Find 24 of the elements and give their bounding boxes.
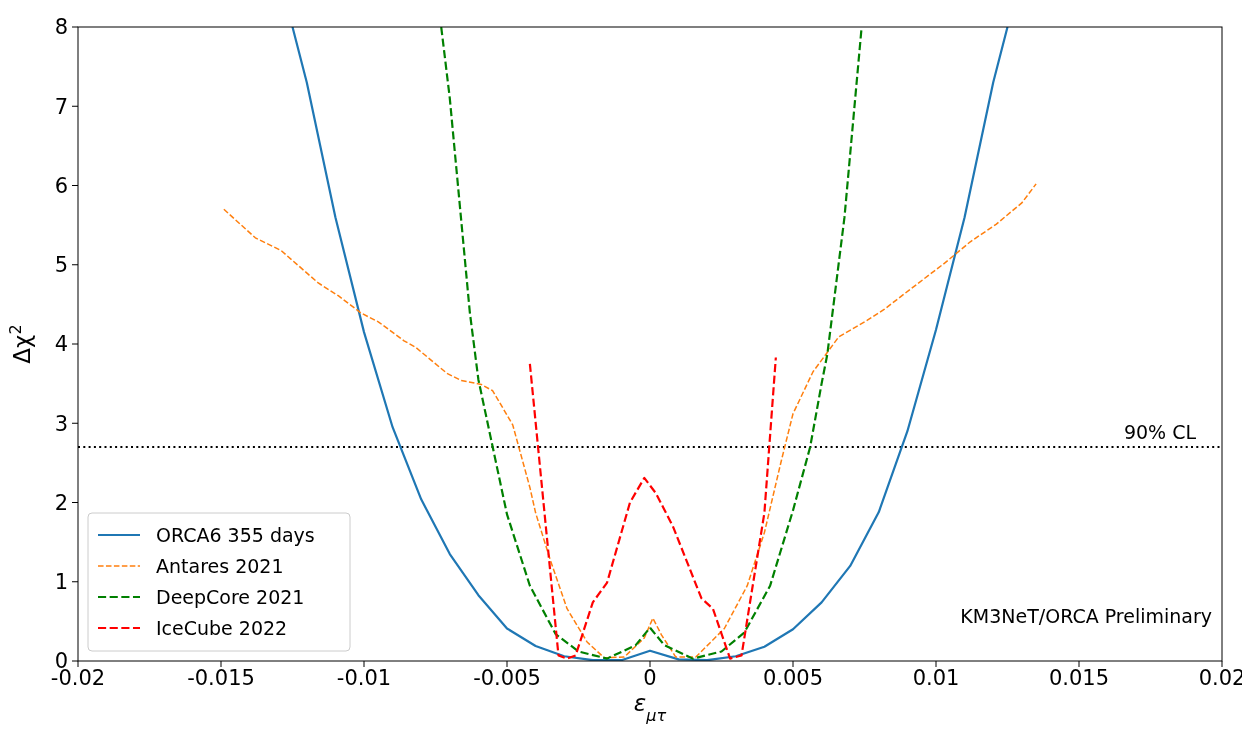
x-axis-title: ε$_{μτ}$ bbox=[633, 690, 667, 725]
y-tick-label: 6 bbox=[54, 173, 68, 198]
y-tick-label: 1 bbox=[54, 570, 68, 595]
x-tick-label: -0.005 bbox=[473, 666, 541, 690]
y-tick-label: 4 bbox=[54, 332, 68, 357]
y-tick-label: 3 bbox=[54, 411, 68, 436]
ref-line-label: 90% CL bbox=[1123, 421, 1197, 444]
legend-label: IceCube 2022 bbox=[156, 616, 288, 639]
annotation: KM3NeT/ORCA Preliminary bbox=[960, 605, 1212, 627]
legend-label: ORCA6 355 days bbox=[156, 523, 315, 546]
y-tick-label: 5 bbox=[54, 253, 68, 278]
x-tick-label: -0.01 bbox=[336, 666, 392, 690]
y-tick-label: 7 bbox=[54, 94, 68, 119]
line-series bbox=[528, 356, 777, 660]
x-tick-label: 0 bbox=[643, 666, 657, 690]
x-tick-label: -0.015 bbox=[187, 666, 255, 690]
legend-label: Antares 2021 bbox=[156, 554, 284, 577]
x-tick-label: 0.01 bbox=[912, 666, 960, 690]
x-tick-label: 0.015 bbox=[1048, 666, 1110, 690]
legend-label: DeepCore 2021 bbox=[156, 585, 305, 608]
y-tick-label: 8 bbox=[54, 15, 68, 40]
x-tick-label: 0.005 bbox=[762, 666, 824, 690]
line-series bbox=[440, 27, 863, 660]
y-tick-label: 2 bbox=[54, 490, 68, 515]
